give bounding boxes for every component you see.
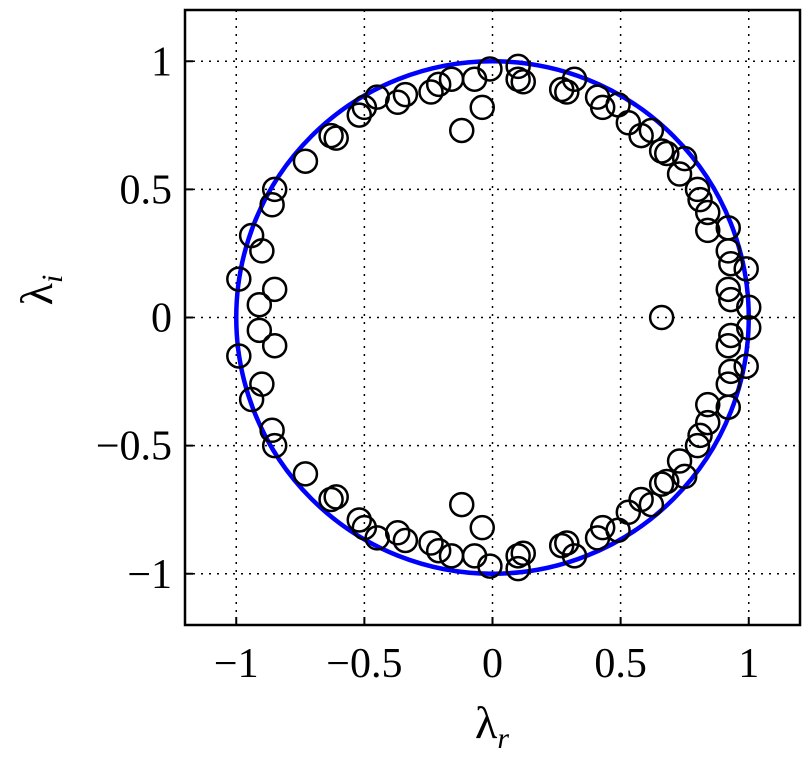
scatter-point — [249, 238, 275, 264]
scatter-point — [648, 304, 675, 331]
scatter-point — [615, 499, 642, 525]
scatter-point — [261, 332, 288, 359]
scatter-point — [736, 315, 762, 341]
scatter-point — [323, 125, 349, 151]
scatter-point — [469, 514, 495, 541]
scatter-point — [687, 186, 713, 213]
scatter-point — [261, 176, 288, 203]
scatter-point — [392, 81, 419, 108]
scatter-point — [249, 371, 275, 397]
scatter-point — [351, 94, 378, 121]
scatter-point — [418, 530, 444, 556]
scatter-point — [510, 540, 536, 566]
scatter-point — [351, 514, 378, 541]
scatter-point — [666, 448, 693, 474]
scatter-point — [554, 530, 580, 556]
scatter-point — [589, 514, 616, 541]
scatter-point — [261, 432, 288, 459]
scatter-point — [561, 66, 588, 92]
scatter-point — [605, 517, 631, 543]
scatter-point — [554, 79, 580, 105]
scatter-point — [715, 276, 741, 303]
scatter-point — [346, 102, 372, 128]
x-tick-label: 1 — [738, 641, 759, 687]
scatter-point — [261, 276, 288, 303]
scatter-point — [695, 409, 721, 436]
scatter-point — [469, 94, 495, 121]
scatter-point — [449, 117, 475, 144]
x-tick-label: −1 — [214, 641, 259, 687]
scatter-point — [715, 371, 741, 397]
scatter-point — [718, 358, 744, 385]
scatter-point — [715, 238, 741, 264]
scatter-point — [687, 422, 713, 449]
scatter-point — [418, 79, 444, 105]
x-label-symbol: λ — [475, 697, 498, 748]
scatter-point — [438, 543, 465, 569]
y-tick-label: 1 — [151, 39, 172, 85]
scatter-point — [259, 417, 285, 443]
scatter-point — [425, 71, 452, 98]
scatter-point — [438, 66, 465, 92]
scatter-point — [733, 353, 759, 379]
scatter-point — [292, 461, 319, 487]
scatter-point — [695, 391, 721, 418]
y-tick-label: −1 — [127, 552, 172, 598]
scatter-point — [654, 140, 680, 167]
scatter-point — [561, 543, 588, 569]
scatter-point — [654, 468, 680, 495]
scatter-point — [666, 161, 693, 187]
scatter-point — [425, 537, 452, 564]
scatter-point — [736, 294, 762, 320]
scatter-point — [226, 266, 252, 292]
scatter-point — [671, 145, 698, 172]
scatter-point — [718, 286, 744, 313]
scatter-point — [715, 332, 741, 359]
scatter-point — [392, 527, 419, 554]
scatter-point — [346, 507, 372, 533]
x-tick-label: 0 — [482, 641, 503, 687]
x-axis-label: λr — [475, 697, 509, 755]
scatter-point — [695, 199, 721, 226]
y-tick-label: 0 — [151, 296, 172, 342]
scatter-point — [292, 148, 319, 174]
scatter-point — [259, 192, 285, 218]
scatter-point — [638, 491, 665, 518]
scatter-point — [615, 110, 642, 136]
scatter-point — [733, 256, 759, 282]
scatter-point — [449, 491, 475, 518]
scatter-point — [589, 94, 616, 121]
scatter-point — [638, 117, 665, 144]
scatter-point — [510, 69, 536, 95]
scatter-point — [718, 250, 744, 277]
scatter-point — [505, 53, 531, 80]
scatter-point — [246, 317, 273, 344]
y-tick-label: 0.5 — [120, 167, 173, 213]
x-tick-label: −0.5 — [326, 641, 402, 687]
y-label-symbol: λ — [11, 282, 62, 305]
scatter-point — [718, 322, 744, 349]
scatter-point — [505, 555, 531, 582]
scatter-point — [323, 484, 349, 510]
scatter-point — [226, 343, 252, 369]
x-label-subscript: r — [497, 722, 509, 755]
scatter-point — [246, 291, 273, 318]
y-axis-label: λi — [11, 275, 69, 306]
y-tick-label: −0.5 — [96, 424, 172, 470]
scatter-point — [684, 176, 711, 203]
scatter-point — [605, 92, 631, 118]
scatter-point — [671, 463, 698, 490]
scatter-point — [695, 217, 721, 244]
scatter-point — [684, 432, 711, 459]
y-label-subscript: i — [36, 275, 69, 283]
x-tick-label: 0.5 — [594, 641, 647, 687]
plot-frame — [183, 8, 802, 627]
